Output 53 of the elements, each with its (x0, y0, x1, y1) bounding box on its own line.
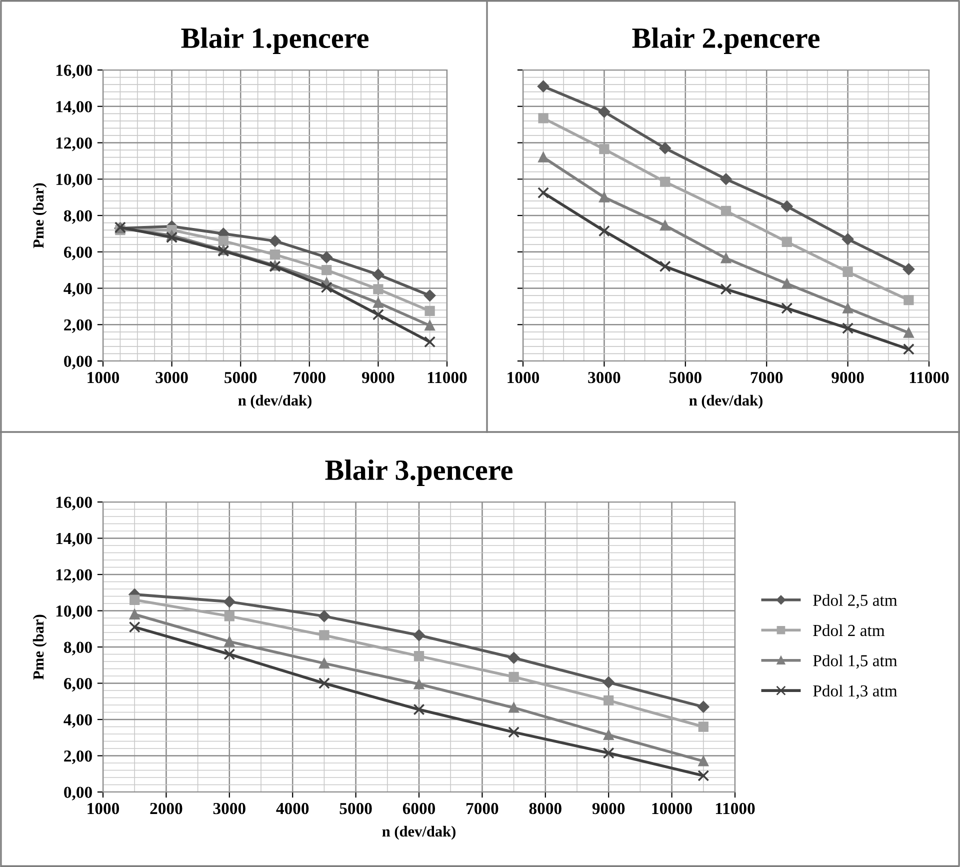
y-tick-label: 2,00 (64, 319, 92, 333)
x-tick-label: 3000 (588, 372, 620, 384)
y-tick-label: 8,00 (64, 642, 92, 656)
x-axis-title: n (dev/dak) (382, 826, 456, 840)
y-tick-label: 16,00 (56, 496, 92, 510)
y-tick-label: 14,00 (56, 101, 92, 115)
y-tick-label: 10,00 (56, 605, 92, 620)
y-tick-label: 14,00 (56, 532, 92, 547)
x-tick-label: 9000 (362, 372, 394, 384)
x-tick-label: 7000 (750, 372, 783, 384)
x-tick-label: 1000 (88, 372, 120, 384)
x-tick-label: 9000 (832, 372, 864, 384)
y-tick-label: 6,00 (64, 678, 92, 692)
chart-title: Blair 1.pencere (181, 28, 368, 54)
y-tick-label: 0,00 (64, 356, 92, 370)
x-tick-label: 2000 (150, 802, 182, 814)
x-tick-label: 6000 (402, 802, 436, 814)
legend-label: Pdol 1,5 atm (813, 654, 898, 669)
chart-title: Blair 2.pencere (632, 28, 820, 54)
x-tick-label: 5000 (669, 372, 702, 384)
x-tick-label: 8000 (529, 802, 562, 814)
x-tick-label: 7000 (466, 802, 498, 814)
legend-label: Pdol 2 atm (813, 624, 885, 636)
x-tick-label: 1000 (88, 802, 120, 814)
chart-title: Blair 3.pencere (325, 460, 512, 486)
x-tick-label: 1000 (508, 372, 540, 384)
y-tick-label: 12,00 (56, 569, 92, 583)
y-tick-label: 8,00 (64, 210, 92, 224)
x-tick-label: 11000 (716, 802, 755, 814)
x-tick-label: 10000 (652, 802, 692, 814)
x-tick-label: 5000 (340, 802, 372, 814)
y-axis-title: Pme (bar) (32, 614, 47, 680)
x-tick-label: 9000 (592, 802, 625, 814)
x-tick-label: 5000 (224, 372, 257, 384)
y-axis-title: Pme (bar) (32, 183, 47, 248)
y-tick-label: 12,00 (56, 137, 92, 152)
y-tick-label: 4,00 (64, 282, 92, 297)
legend-label: Pdol 1,3 atm (813, 684, 898, 699)
x-axis-title: n (dev/dak) (238, 394, 312, 409)
x-tick-label: 11000 (428, 372, 467, 384)
y-tick-label: 6,00 (64, 246, 92, 260)
y-tick-label: 16,00 (56, 64, 92, 78)
y-tick-label: 2,00 (64, 750, 92, 764)
y-tick-label: 10,00 (56, 174, 92, 188)
x-tick-label: 7000 (294, 372, 326, 384)
x-axis-title: n (dev/dak) (689, 394, 762, 409)
x-tick-label: 11000 (910, 372, 949, 384)
legend-label: Pdol 2,5 atm (813, 594, 898, 608)
y-tick-label: 4,00 (64, 714, 92, 728)
x-tick-label: 3000 (213, 802, 246, 814)
x-tick-label: 4000 (276, 802, 309, 814)
x-tick-label: 3000 (156, 372, 188, 384)
y-tick-label: 0,00 (64, 786, 92, 800)
